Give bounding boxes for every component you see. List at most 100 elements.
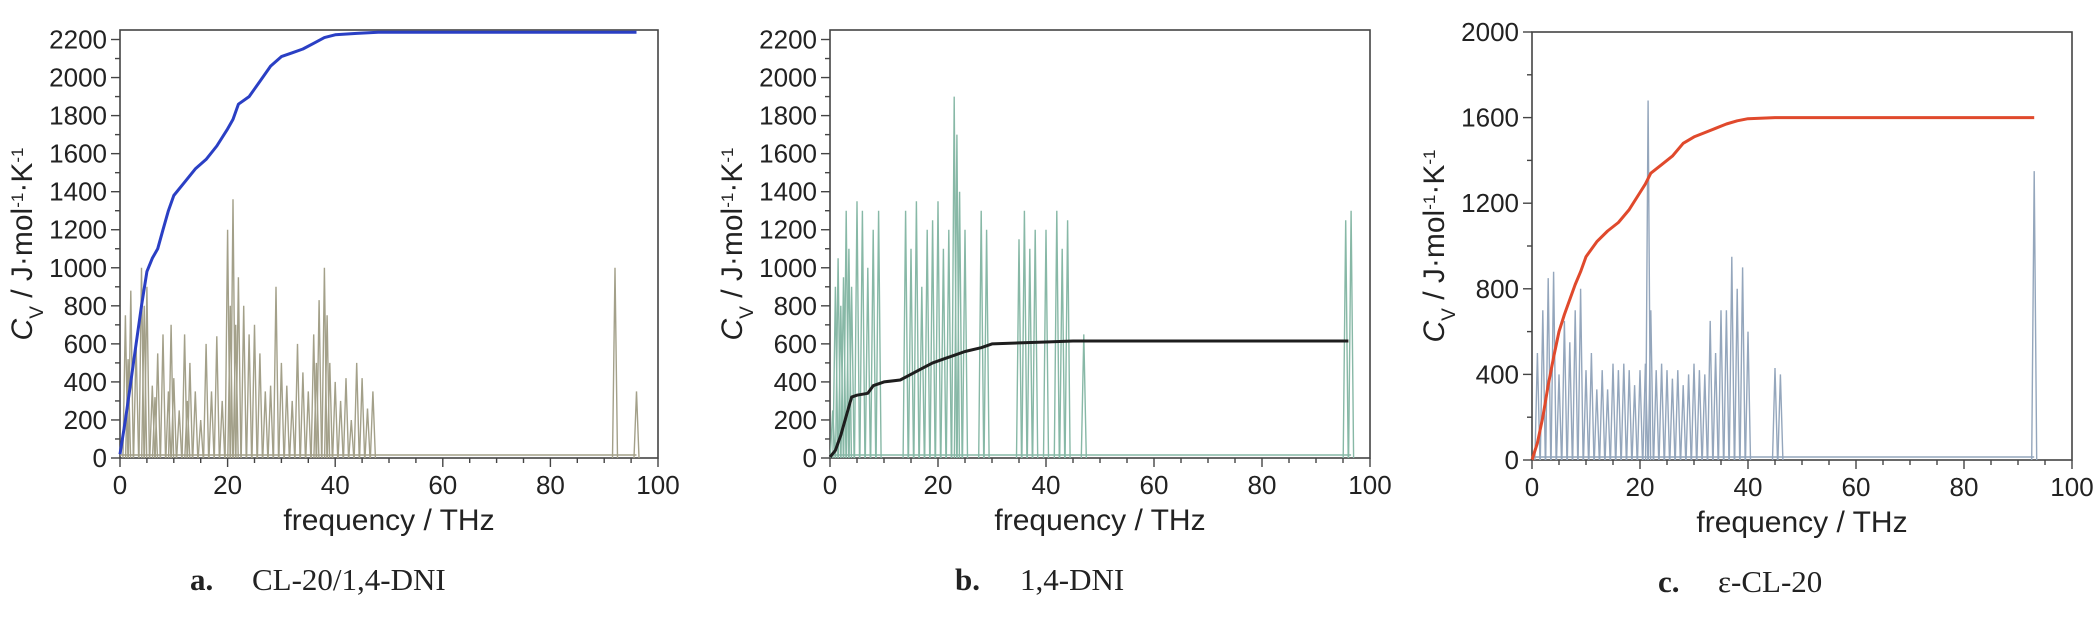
spectrum-peak-a bbox=[611, 267, 619, 459]
spectrum-peak-a bbox=[364, 408, 371, 459]
spectrum-peak-c bbox=[1566, 342, 1573, 461]
spectrum-peak-c bbox=[1534, 352, 1541, 461]
y-tick-label: 200 bbox=[774, 405, 817, 435]
spectrum-peak-c bbox=[1663, 370, 1671, 461]
y-tick-label: 1600 bbox=[1461, 103, 1519, 133]
spectrum-peak-b bbox=[837, 305, 844, 459]
panel-c: 0 20 40 60 80 100 0 400 800 1200 1600 2000 frequen… bbox=[1418, 17, 2094, 599]
spectrum-peak-a bbox=[289, 400, 296, 459]
spectrum-peak-c bbox=[1555, 374, 1563, 461]
y-tick-label: 0 bbox=[1505, 445, 1519, 475]
x-axis-title-b: frequency / THz bbox=[994, 504, 1205, 537]
spectrum-peak-c bbox=[1712, 352, 1719, 461]
y-k-b: ·K bbox=[716, 163, 749, 193]
spectrum-peak-a bbox=[165, 391, 172, 459]
spectrum-peak-c bbox=[1599, 370, 1606, 461]
spectrum-peak-a bbox=[184, 400, 191, 459]
spectrum-peak-b bbox=[864, 267, 871, 459]
spectrum-peak-a bbox=[219, 400, 226, 459]
x-ticks-c: 0 20 40 60 80 100 bbox=[1525, 460, 2094, 502]
x-ticks-b: 0 20 40 60 80 100 bbox=[823, 458, 1392, 500]
y-sup1-b: -1 bbox=[718, 193, 737, 208]
y-axis-title-a: CV / J·mol-1·K-1 bbox=[6, 148, 48, 341]
spectrum-peak-b bbox=[1347, 210, 1355, 459]
spectrum-peak-c bbox=[1690, 363, 1698, 461]
spectrum-peak-a bbox=[176, 410, 183, 459]
x-tick-label: 40 bbox=[321, 470, 350, 500]
spectrum-peak-a bbox=[326, 362, 333, 459]
y-tick-label: 600 bbox=[774, 329, 817, 359]
y-tick-label: 2000 bbox=[759, 63, 817, 93]
y-symbol-b: C bbox=[716, 318, 749, 340]
spectrum-peak-c bbox=[1636, 370, 1644, 461]
spectrum-peak-a bbox=[305, 391, 312, 459]
spectrum-peak-b bbox=[1064, 220, 1071, 459]
spectrum-peak-c bbox=[1620, 363, 1627, 461]
y-tick-label: 0 bbox=[803, 443, 817, 473]
spectrum-peak-a bbox=[272, 286, 280, 459]
y-sub-a: V bbox=[27, 306, 48, 319]
x-tick-label: 80 bbox=[1248, 470, 1277, 500]
x-tick-label: 0 bbox=[1525, 472, 1539, 502]
spectrum-peak-c bbox=[1696, 370, 1703, 461]
y-tick-label: 2000 bbox=[49, 63, 107, 93]
spectrum-peak-c bbox=[1642, 363, 1649, 461]
spectrum-peak-a bbox=[229, 199, 237, 459]
plot-frame-c bbox=[1531, 31, 2073, 461]
y-tick-label: 1800 bbox=[49, 101, 107, 131]
y-sup2-a: -1 bbox=[8, 148, 27, 163]
spectrum-peak-b bbox=[829, 410, 836, 459]
spectrum-peak-c bbox=[1582, 370, 1590, 461]
spectrum-peak-a bbox=[154, 353, 161, 459]
y-sup2-c: -1 bbox=[1420, 150, 1439, 165]
y-tick-label: 2000 bbox=[1461, 17, 1519, 47]
spectrum-peak-b bbox=[870, 229, 877, 459]
spectrum-peak-b bbox=[934, 201, 942, 459]
plot-frame-a bbox=[119, 29, 659, 459]
x-tick-label: 100 bbox=[1348, 470, 1391, 500]
spectrum-peak-b bbox=[1026, 248, 1033, 459]
spectrum-peak-c bbox=[1577, 288, 1584, 461]
x-tick-label: 40 bbox=[1734, 472, 1763, 502]
y-tick-label: 400 bbox=[1476, 359, 1519, 389]
spectrum-peak-a bbox=[192, 391, 199, 459]
panel-label-b: b. bbox=[955, 562, 980, 597]
spectrum-peak-b bbox=[1021, 210, 1028, 459]
spectrum-peak-c bbox=[1615, 370, 1622, 461]
y-ticks-c: 0 400 800 1200 1600 2000 bbox=[1461, 17, 1532, 475]
x-tick-label: 100 bbox=[2050, 472, 2093, 502]
spectrum-peak-c bbox=[1707, 320, 1714, 461]
x-tick-label: 20 bbox=[213, 470, 242, 500]
y-units-a: / J·mol bbox=[6, 208, 39, 306]
y-tick-label: 1200 bbox=[1461, 188, 1519, 218]
panel-label-c: c. bbox=[1658, 564, 1680, 599]
y-tick-label: 1200 bbox=[759, 215, 817, 245]
spectrum-peak-b bbox=[1080, 334, 1087, 459]
spectrum-peak-a bbox=[262, 391, 269, 459]
spectrum-peak-c bbox=[1572, 310, 1579, 461]
spectrum-peak-b bbox=[1059, 248, 1066, 459]
y-symbol-c: C bbox=[1418, 320, 1451, 342]
spectrum-peak-b bbox=[832, 286, 839, 459]
spectrum-peak-a bbox=[313, 362, 320, 459]
spectrum-peak-c bbox=[1658, 363, 1665, 461]
x-tick-label: 20 bbox=[924, 470, 953, 500]
spectrum-peak-c bbox=[1539, 310, 1546, 461]
y-tick-label: 1000 bbox=[49, 253, 107, 283]
spectrum-peak-c bbox=[1609, 363, 1617, 461]
y-tick-label: 200 bbox=[64, 405, 107, 435]
spectrum-peak-a bbox=[278, 362, 285, 459]
y-tick-label: 1400 bbox=[759, 177, 817, 207]
spectrum-peak-a bbox=[240, 305, 247, 459]
spectrum-peak-c bbox=[1647, 310, 1654, 461]
spectrum-peak-b bbox=[840, 277, 847, 459]
spectrum-peak-a bbox=[342, 378, 350, 459]
spectrum-peak-b bbox=[1032, 229, 1039, 459]
x-tick-label: 80 bbox=[536, 470, 565, 500]
y-tick-label: 1800 bbox=[759, 101, 817, 131]
y-tick-label: 400 bbox=[64, 367, 107, 397]
spectrum-peak-a bbox=[294, 343, 301, 459]
spectrum-peak-c bbox=[1674, 370, 1681, 461]
spectrum-peak-a bbox=[227, 305, 234, 459]
panel-b: 0 20 40 60 80 100 0 200 400 600 800 1000 1200 1400 16… bbox=[716, 25, 1392, 597]
